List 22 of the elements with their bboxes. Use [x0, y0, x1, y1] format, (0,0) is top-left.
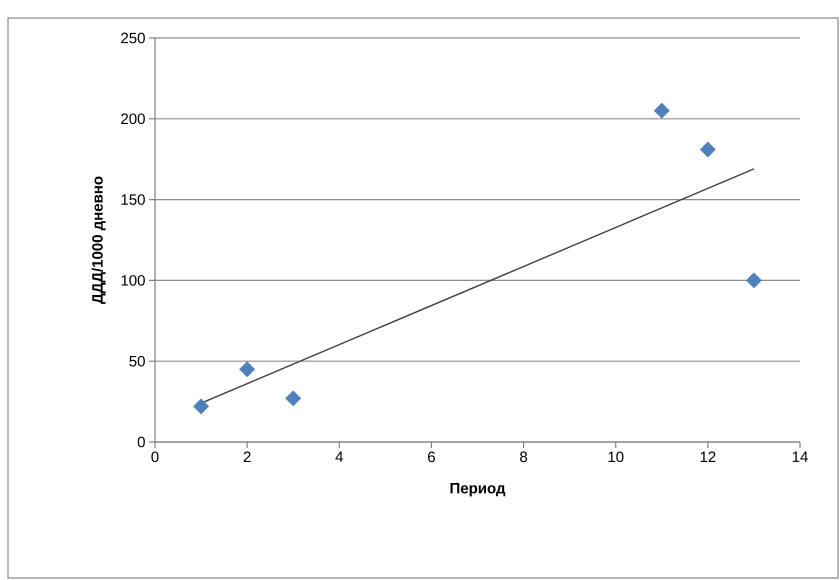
- point: [239, 361, 256, 378]
- x-tick-label: 4: [335, 452, 344, 462]
- point: [193, 398, 210, 414]
- y-axis-title: ДДД/1000 дневно: [92, 176, 106, 304]
- x-tick-label: 12: [700, 452, 716, 462]
- x-tick-label: 14: [792, 452, 808, 462]
- y-tick-label: 200: [121, 113, 145, 124]
- x-tick-label: 2: [244, 452, 251, 462]
- x-tick-label: 0: [151, 452, 159, 462]
- x-axis-title: Период: [450, 483, 506, 496]
- point: [654, 102, 670, 119]
- y-tick-label: 250: [121, 32, 145, 44]
- point: [285, 390, 302, 406]
- point: [746, 272, 762, 288]
- x-tick-label: 10: [608, 452, 624, 462]
- y-tick-label: 0: [138, 436, 145, 448]
- x-tick-label: 6: [428, 452, 435, 462]
- y-tick-label: 100: [122, 275, 145, 286]
- y-tick-label: 50: [129, 356, 145, 366]
- y-tick-label: 150: [122, 194, 145, 205]
- x-tick-label: 8: [520, 452, 528, 462]
- point: [700, 142, 716, 158]
